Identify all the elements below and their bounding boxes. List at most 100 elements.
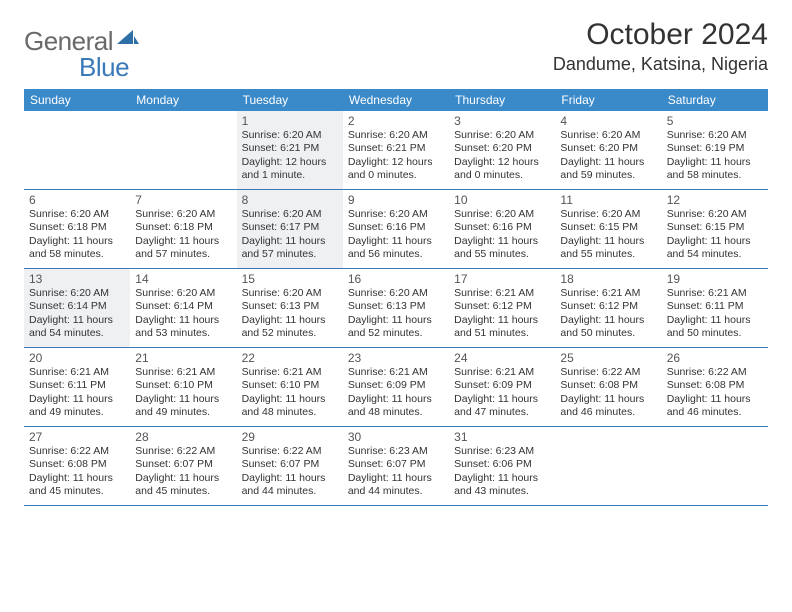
sunrise-text: Sunrise: 6:20 AM (454, 129, 550, 142)
sunset-text: Sunset: 6:21 PM (242, 142, 338, 155)
sunrise-text: Sunrise: 6:20 AM (348, 287, 444, 300)
sunset-text: Sunset: 6:08 PM (667, 379, 763, 392)
weekday-header-cell: Saturday (662, 89, 768, 111)
daylight-text: Daylight: 11 hours and 59 minutes. (560, 156, 656, 183)
day-number: 22 (242, 351, 338, 365)
day-number: 26 (667, 351, 763, 365)
sunrise-text: Sunrise: 6:20 AM (29, 208, 125, 221)
day-number: 23 (348, 351, 444, 365)
day-cell: 11Sunrise: 6:20 AMSunset: 6:15 PMDayligh… (555, 190, 661, 268)
sunrise-text: Sunrise: 6:21 AM (454, 287, 550, 300)
daylight-text: Daylight: 12 hours and 1 minute. (242, 156, 338, 183)
sunset-text: Sunset: 6:07 PM (348, 458, 444, 471)
weekday-header-cell: Sunday (24, 89, 130, 111)
sunrise-text: Sunrise: 6:20 AM (348, 129, 444, 142)
day-cell: 4Sunrise: 6:20 AMSunset: 6:20 PMDaylight… (555, 111, 661, 189)
day-number: 20 (29, 351, 125, 365)
sunrise-text: Sunrise: 6:20 AM (454, 208, 550, 221)
day-number: 15 (242, 272, 338, 286)
daylight-text: Daylight: 11 hours and 47 minutes. (454, 393, 550, 420)
daylight-text: Daylight: 11 hours and 44 minutes. (242, 472, 338, 499)
daylight-text: Daylight: 11 hours and 45 minutes. (135, 472, 231, 499)
day-number: 8 (242, 193, 338, 207)
daylight-text: Daylight: 11 hours and 45 minutes. (29, 472, 125, 499)
sunrise-text: Sunrise: 6:21 AM (348, 366, 444, 379)
sunrise-text: Sunrise: 6:20 AM (242, 129, 338, 142)
day-number: 4 (560, 114, 656, 128)
day-cell: 26Sunrise: 6:22 AMSunset: 6:08 PMDayligh… (662, 348, 768, 426)
sunset-text: Sunset: 6:10 PM (242, 379, 338, 392)
logo-text-blue: Blue (79, 52, 129, 83)
week-row: 6Sunrise: 6:20 AMSunset: 6:18 PMDaylight… (24, 190, 768, 269)
sunrise-text: Sunrise: 6:22 AM (135, 445, 231, 458)
day-cell: 20Sunrise: 6:21 AMSunset: 6:11 PMDayligh… (24, 348, 130, 426)
day-cell: 30Sunrise: 6:23 AMSunset: 6:07 PMDayligh… (343, 427, 449, 505)
day-cell: 28Sunrise: 6:22 AMSunset: 6:07 PMDayligh… (130, 427, 236, 505)
day-cell: 19Sunrise: 6:21 AMSunset: 6:11 PMDayligh… (662, 269, 768, 347)
day-cell: 29Sunrise: 6:22 AMSunset: 6:07 PMDayligh… (237, 427, 343, 505)
sunset-text: Sunset: 6:14 PM (29, 300, 125, 313)
weekday-header-cell: Tuesday (237, 89, 343, 111)
daylight-text: Daylight: 11 hours and 46 minutes. (667, 393, 763, 420)
day-number: 30 (348, 430, 444, 444)
sunrise-text: Sunrise: 6:21 AM (454, 366, 550, 379)
sunset-text: Sunset: 6:15 PM (667, 221, 763, 234)
day-cell: 25Sunrise: 6:22 AMSunset: 6:08 PMDayligh… (555, 348, 661, 426)
sunset-text: Sunset: 6:17 PM (242, 221, 338, 234)
sunset-text: Sunset: 6:10 PM (135, 379, 231, 392)
day-number: 31 (454, 430, 550, 444)
sunset-text: Sunset: 6:19 PM (667, 142, 763, 155)
weekday-header-cell: Thursday (449, 89, 555, 111)
daylight-text: Daylight: 11 hours and 57 minutes. (135, 235, 231, 262)
sunset-text: Sunset: 6:12 PM (560, 300, 656, 313)
daylight-text: Daylight: 11 hours and 52 minutes. (348, 314, 444, 341)
sunrise-text: Sunrise: 6:20 AM (667, 129, 763, 142)
day-cell: 27Sunrise: 6:22 AMSunset: 6:08 PMDayligh… (24, 427, 130, 505)
daylight-text: Daylight: 12 hours and 0 minutes. (348, 156, 444, 183)
day-number: 1 (242, 114, 338, 128)
week-row: 13Sunrise: 6:20 AMSunset: 6:14 PMDayligh… (24, 269, 768, 348)
sunset-text: Sunset: 6:06 PM (454, 458, 550, 471)
day-cell: 5Sunrise: 6:20 AMSunset: 6:19 PMDaylight… (662, 111, 768, 189)
day-number: 12 (667, 193, 763, 207)
daylight-text: Daylight: 11 hours and 58 minutes. (667, 156, 763, 183)
daylight-text: Daylight: 11 hours and 50 minutes. (560, 314, 656, 341)
sunset-text: Sunset: 6:08 PM (560, 379, 656, 392)
day-number: 6 (29, 193, 125, 207)
day-cell: 2Sunrise: 6:20 AMSunset: 6:21 PMDaylight… (343, 111, 449, 189)
sunrise-text: Sunrise: 6:22 AM (29, 445, 125, 458)
sunrise-text: Sunrise: 6:20 AM (560, 129, 656, 142)
day-number: 27 (29, 430, 125, 444)
daylight-text: Daylight: 11 hours and 58 minutes. (29, 235, 125, 262)
sunset-text: Sunset: 6:13 PM (348, 300, 444, 313)
day-cell: 23Sunrise: 6:21 AMSunset: 6:09 PMDayligh… (343, 348, 449, 426)
sunrise-text: Sunrise: 6:20 AM (135, 208, 231, 221)
page-title: October 2024 (553, 18, 768, 52)
day-number: 3 (454, 114, 550, 128)
day-cell: 31Sunrise: 6:23 AMSunset: 6:06 PMDayligh… (449, 427, 555, 505)
daylight-text: Daylight: 11 hours and 50 minutes. (667, 314, 763, 341)
sunrise-text: Sunrise: 6:20 AM (29, 287, 125, 300)
logo: General Blue (24, 18, 129, 83)
day-cell (130, 111, 236, 189)
day-number: 9 (348, 193, 444, 207)
sunrise-text: Sunrise: 6:23 AM (348, 445, 444, 458)
daylight-text: Daylight: 11 hours and 54 minutes. (667, 235, 763, 262)
day-number: 11 (560, 193, 656, 207)
day-cell (555, 427, 661, 505)
day-cell: 1Sunrise: 6:20 AMSunset: 6:21 PMDaylight… (237, 111, 343, 189)
day-cell: 14Sunrise: 6:20 AMSunset: 6:14 PMDayligh… (130, 269, 236, 347)
header: General Blue October 2024 Dandume, Katsi… (24, 18, 768, 83)
day-cell (24, 111, 130, 189)
day-cell: 21Sunrise: 6:21 AMSunset: 6:10 PMDayligh… (130, 348, 236, 426)
day-number: 25 (560, 351, 656, 365)
sunset-text: Sunset: 6:16 PM (454, 221, 550, 234)
day-cell: 8Sunrise: 6:20 AMSunset: 6:17 PMDaylight… (237, 190, 343, 268)
sunrise-text: Sunrise: 6:21 AM (135, 366, 231, 379)
daylight-text: Daylight: 11 hours and 55 minutes. (560, 235, 656, 262)
day-cell: 7Sunrise: 6:20 AMSunset: 6:18 PMDaylight… (130, 190, 236, 268)
daylight-text: Daylight: 11 hours and 46 minutes. (560, 393, 656, 420)
weekday-header-cell: Friday (555, 89, 661, 111)
sunset-text: Sunset: 6:07 PM (242, 458, 338, 471)
day-number: 16 (348, 272, 444, 286)
